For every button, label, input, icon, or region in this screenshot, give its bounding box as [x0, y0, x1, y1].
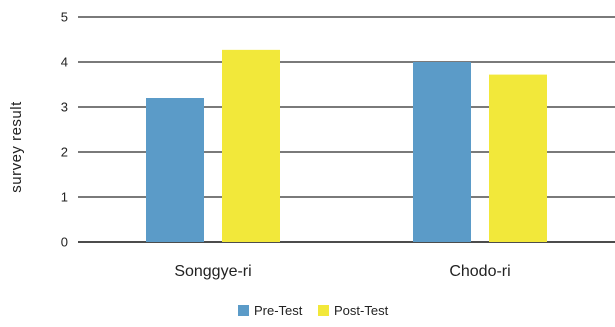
y-tick-label: 4	[61, 55, 68, 70]
y-tick-label: 5	[61, 10, 68, 25]
labels: 0 1 2 3 4 5 Songgye-ri Chodo-ri survey result	[8, 10, 511, 281]
bar-post-test-chodo-ri	[489, 74, 547, 242]
legend: Pre-Test Post-Test	[238, 303, 389, 318]
y-tick-label: 0	[61, 235, 68, 250]
bars	[146, 49, 547, 242]
y-tick-label: 3	[61, 100, 68, 115]
legend-label-pre-test: Pre-Test	[254, 303, 303, 318]
bar-post-test-songgye-ri	[222, 49, 280, 242]
legend-swatch-pre-test	[238, 305, 249, 316]
bar-pre-test-songgye-ri	[146, 98, 204, 242]
bar-pre-test-chodo-ri	[413, 62, 471, 242]
y-axis-label: survey result	[8, 101, 25, 193]
legend-label-post-test: Post-Test	[334, 303, 389, 318]
x-category-label: Songgye-ri	[174, 263, 251, 280]
y-tick-label: 2	[61, 145, 68, 160]
y-tick-label: 1	[61, 190, 68, 205]
legend-swatch-post-test	[318, 305, 329, 316]
x-category-label: Chodo-ri	[449, 263, 510, 280]
